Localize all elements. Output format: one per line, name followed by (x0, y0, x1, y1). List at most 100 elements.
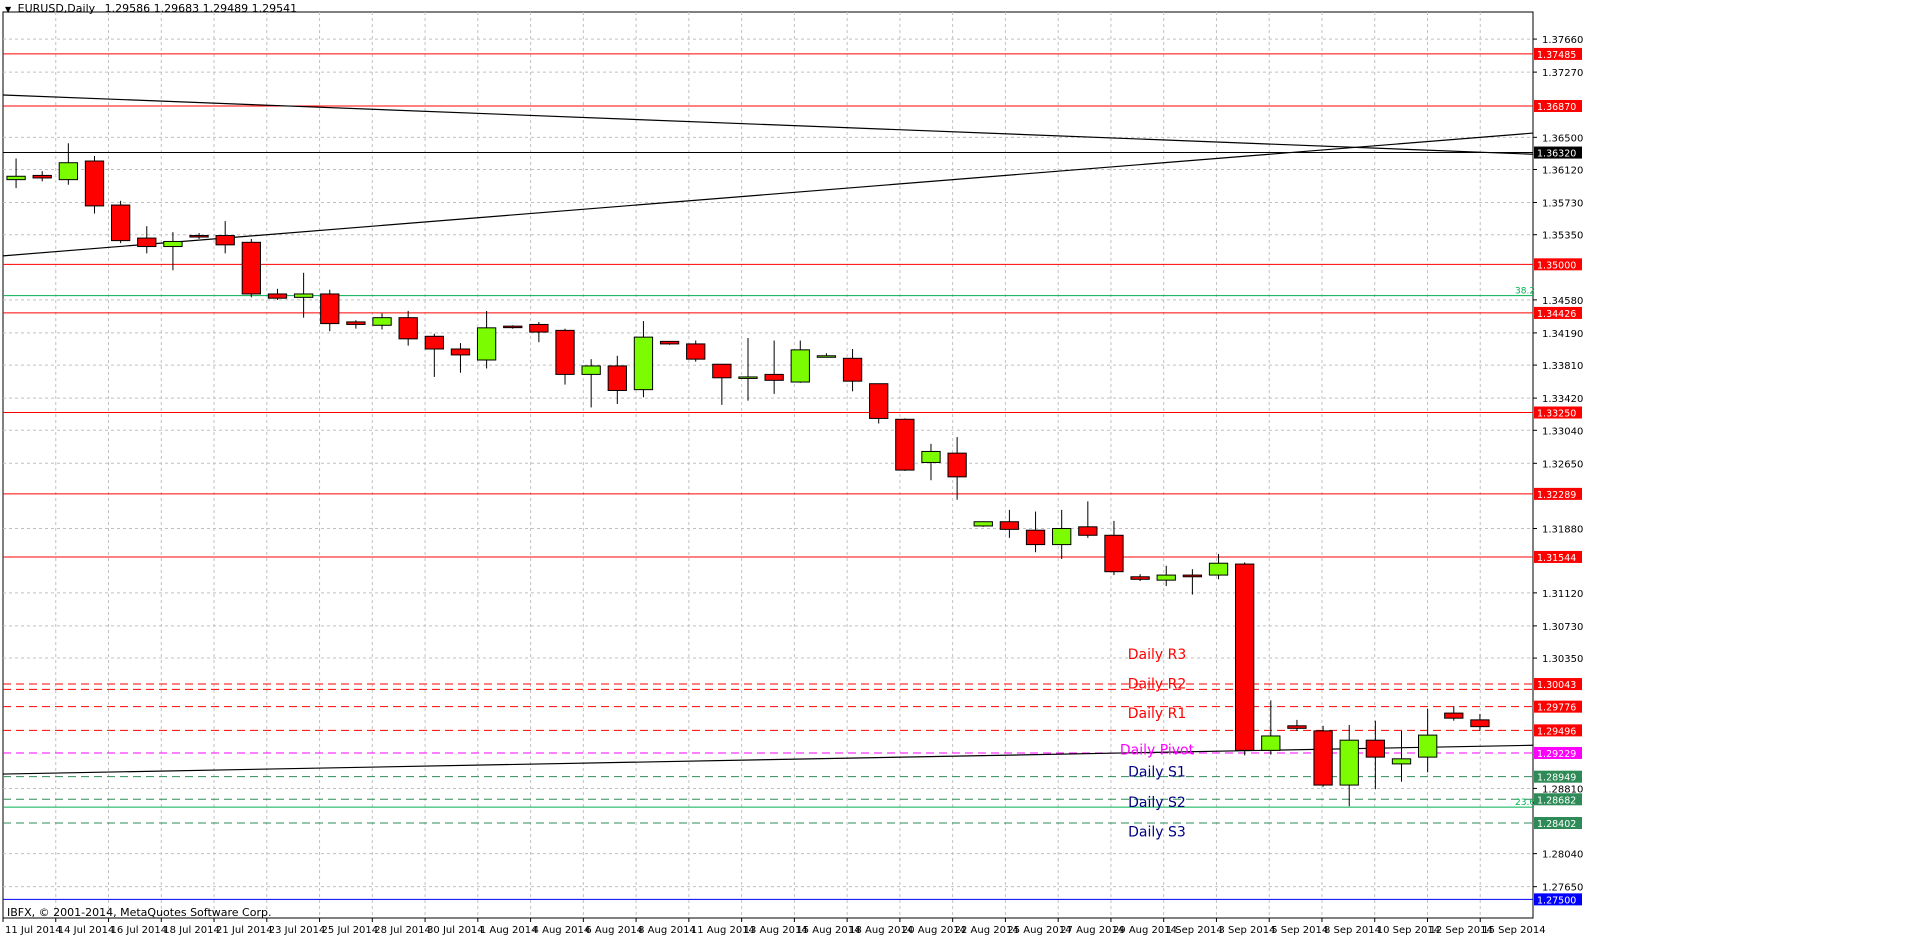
x-tick-label: 8 Sep 2014 (1324, 925, 1381, 936)
candle-bull[interactable] (973, 521, 993, 527)
candle-bull[interactable] (1418, 734, 1438, 758)
candle-bear[interactable] (1235, 563, 1255, 751)
candle-bear[interactable] (555, 329, 575, 375)
candle-bull[interactable] (816, 355, 837, 358)
candle-bull[interactable] (6, 175, 26, 181)
plot-frame (2, 11, 1534, 919)
x-tick-label: 12 Sep 2014 (1429, 925, 1492, 936)
candle-bear[interactable] (320, 293, 340, 325)
symbol-label: EURUSD,Daily (17, 2, 96, 15)
level-price-label: 1.28949 (1537, 773, 1576, 784)
candle-bear[interactable] (712, 363, 732, 379)
candle-bear[interactable] (450, 348, 471, 356)
candle-bear[interactable] (842, 357, 863, 382)
candle-bull[interactable] (738, 376, 758, 379)
x-tick-label: 8 Aug 2014 (638, 925, 696, 936)
candle-bull[interactable] (1261, 735, 1281, 751)
level-price-tag (1534, 306, 1582, 319)
y-tick-label: 1.36120 (1542, 165, 1583, 176)
candle-bear[interactable] (267, 293, 288, 299)
candle-bear[interactable] (1365, 739, 1386, 758)
x-tick-label: 20 Aug 2014 (902, 925, 966, 936)
x-tick-label: 28 Jul 2014 (374, 925, 431, 936)
y-tick-label: 1.36500 (1542, 133, 1583, 144)
level-price-label: 1.36870 (1537, 102, 1576, 113)
x-tick-label: 13 Aug 2014 (744, 925, 808, 936)
pivot-label: Daily S1 (1128, 765, 1186, 781)
level-price-label: 1.29229 (1537, 749, 1576, 760)
candle-bear[interactable] (1104, 534, 1124, 573)
candle-bull[interactable] (476, 327, 497, 361)
candle-bull[interactable] (1052, 528, 1072, 546)
candle-bear[interactable] (215, 235, 235, 246)
y-tick-label: 1.28810 (1542, 784, 1583, 795)
candle-bear[interactable] (84, 160, 105, 207)
level-price-tag (1534, 724, 1582, 737)
candle-bear[interactable] (1444, 712, 1464, 719)
x-tick-label: 25 Jul 2014 (322, 925, 379, 936)
candle-bull[interactable] (790, 349, 810, 383)
x-tick-label: 23 Jul 2014 (269, 925, 326, 936)
candle-bull[interactable] (163, 240, 183, 248)
candle-bear[interactable] (137, 237, 157, 248)
candle-bear[interactable] (1313, 730, 1333, 786)
candle-bear[interactable] (686, 343, 706, 360)
level-price-tag (1534, 793, 1582, 806)
level-price-tag (1534, 99, 1582, 112)
candle-bear[interactable] (1470, 719, 1490, 728)
candle-bull[interactable] (581, 365, 601, 375)
x-tick-label: 27 Aug 2014 (1060, 925, 1124, 936)
level-price-label: 1.31544 (1537, 553, 1576, 564)
candle-bear[interactable] (1078, 526, 1098, 536)
candle-bear[interactable] (1130, 576, 1150, 580)
dropdown-arrow-icon[interactable]: ▼ (5, 5, 12, 14)
y-tick-label: 1.30350 (1542, 654, 1583, 665)
level-price-tag (1534, 146, 1582, 159)
x-tick-label: 25 Aug 2014 (1007, 925, 1071, 936)
level-price-label: 1.28682 (1537, 795, 1576, 806)
fib-level-label: 23.6 (1515, 798, 1535, 808)
candle-bear[interactable] (503, 325, 523, 329)
candle-bear[interactable] (869, 383, 889, 419)
candle-bear[interactable] (346, 321, 366, 325)
level-price-tag (1534, 47, 1582, 60)
candle-bear[interactable] (999, 521, 1020, 530)
y-tick-label: 1.33810 (1542, 361, 1583, 372)
level-price-label: 1.33250 (1537, 409, 1576, 420)
x-tick-label: 18 Jul 2014 (163, 925, 220, 936)
candle-bear[interactable] (1287, 725, 1307, 729)
candle-bear[interactable] (189, 235, 209, 238)
x-tick-label: 11 Aug 2014 (691, 925, 755, 936)
candle-bear[interactable] (529, 323, 549, 333)
candle-bull[interactable] (1339, 739, 1359, 786)
y-tick-label: 1.28040 (1542, 850, 1583, 861)
candle-bear[interactable] (764, 373, 784, 381)
trendline[interactable] (2, 132, 1534, 257)
candle-bear[interactable] (895, 418, 915, 471)
candle-bear[interactable] (424, 335, 444, 350)
trendline[interactable] (2, 94, 1534, 155)
x-tick-label: 1 Sep 2014 (1166, 925, 1223, 936)
candle-bear[interactable] (1025, 529, 1046, 546)
x-tick-label: 14 Jul 2014 (58, 925, 115, 936)
candle-bull[interactable] (921, 450, 941, 463)
candle-bull[interactable] (633, 336, 654, 391)
candle-bear[interactable] (947, 452, 967, 478)
candle-bear[interactable] (398, 317, 418, 340)
candle-bull[interactable] (293, 293, 314, 298)
candle-bear[interactable] (241, 241, 261, 295)
level-price-label: 1.36320 (1537, 149, 1576, 160)
candle-bear[interactable] (32, 174, 52, 179)
candle-bear[interactable] (607, 365, 627, 391)
candle-bull[interactable] (58, 162, 79, 181)
candle-bear[interactable] (110, 204, 131, 242)
candle-bear[interactable] (1182, 574, 1203, 578)
candle-bull[interactable] (1156, 574, 1176, 581)
candle-bear[interactable] (659, 340, 680, 345)
candle-bull[interactable] (1208, 562, 1229, 576)
candle-bull[interactable] (372, 317, 392, 326)
level-price-label: 1.35000 (1537, 260, 1576, 271)
y-tick-label: 1.27650 (1542, 883, 1583, 894)
candle-bull[interactable] (1391, 758, 1412, 765)
